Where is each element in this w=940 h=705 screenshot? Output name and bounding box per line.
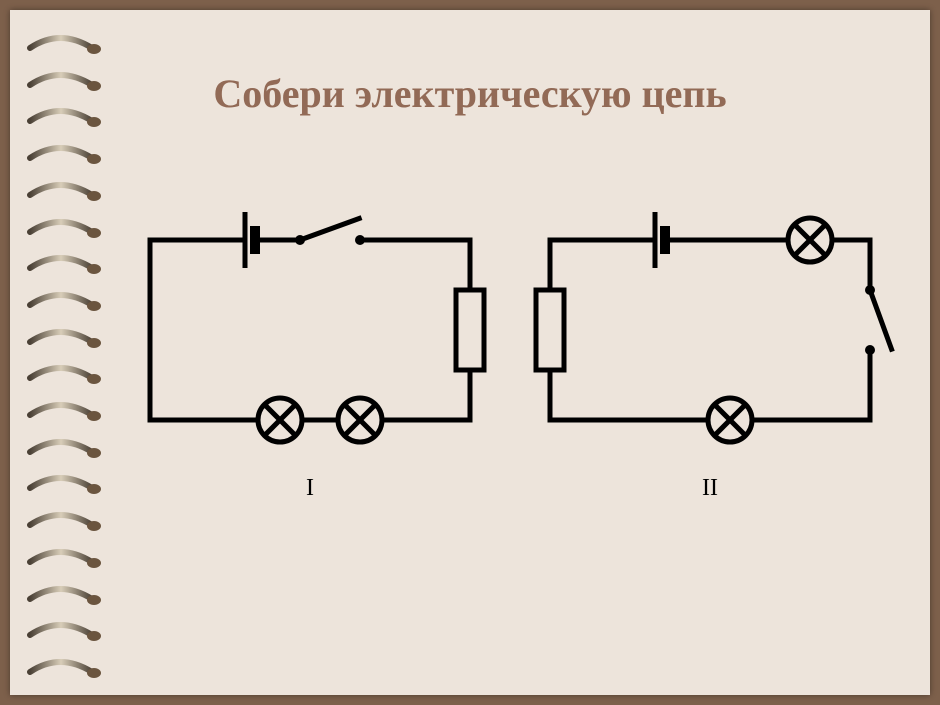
spiral-ring [38,627,108,643]
circuit-2: II [520,200,900,500]
spiral-ring [38,260,108,276]
spiral-ring [38,517,108,533]
circuit-1: I [120,200,500,500]
spiral-ring [38,407,108,423]
circuit-2-diagram [520,200,900,465]
outer-frame: Собери электрическую цепь I II [0,0,940,705]
spiral-ring [38,554,108,570]
spiral-ring [38,591,108,607]
spiral-ring [38,664,108,680]
spiral-ring [38,40,108,56]
spiral-ring [38,370,108,386]
spiral-ring [38,297,108,313]
spiral-binding [38,40,108,680]
circuit-1-diagram [120,200,500,465]
circuits-row: I II [110,200,910,500]
page-surface: Собери электрическую цепь I II [10,10,930,695]
circuit-1-label: I [306,475,314,502]
spiral-ring [38,224,108,240]
circuit-2-label: II [702,475,718,502]
spiral-ring [38,334,108,350]
spiral-ring [38,150,108,166]
spiral-ring [38,187,108,203]
spiral-ring [38,480,108,496]
page-title: Собери электрическую цепь [10,70,930,117]
spiral-ring [38,444,108,460]
